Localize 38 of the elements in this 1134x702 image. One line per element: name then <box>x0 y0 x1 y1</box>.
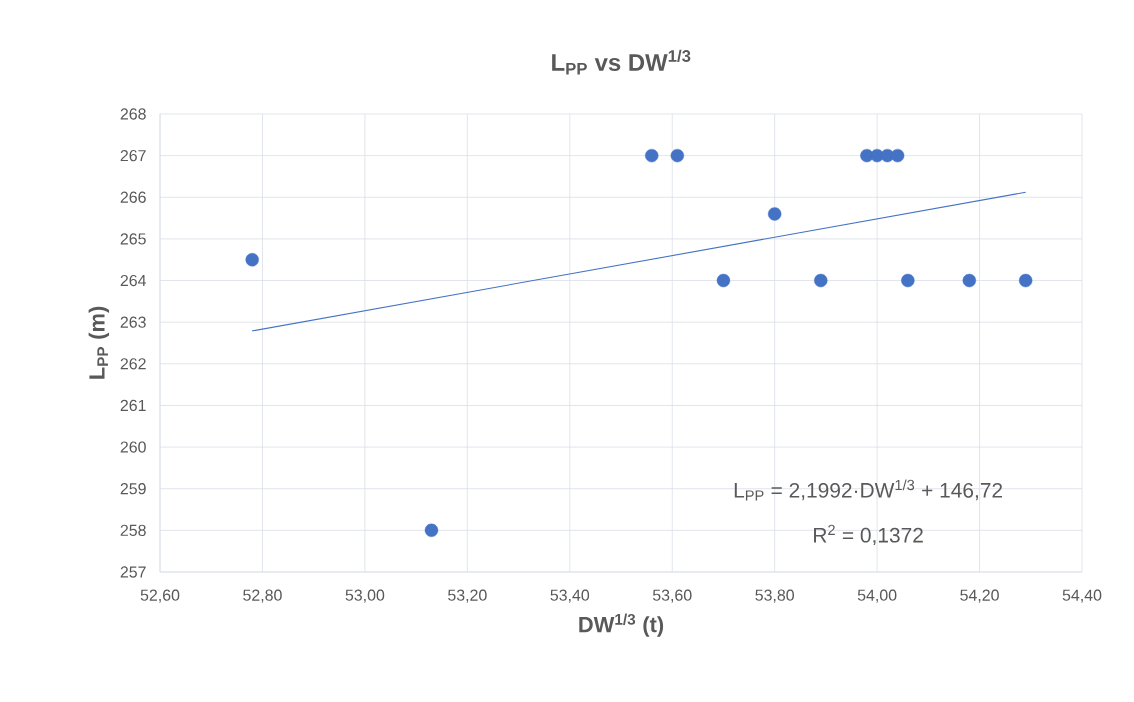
y-tick-label: 264 <box>120 274 147 287</box>
chart-title: L$_{PP}$ vs DW$^{1/3}$ <box>552 49 691 75</box>
x-axis-title: DW$^{1/3}$ (t) <box>579 613 664 637</box>
point <box>890 148 905 163</box>
point <box>768 207 782 221</box>
x-tick-label: 53,00 <box>345 589 385 603</box>
y-tick-label: 262 <box>120 358 146 370</box>
y-tick-label: 260 <box>120 441 146 453</box>
annotation: R$^{2}$ = 0,1372 <box>814 524 923 546</box>
y-axis-title: L$_{PP}$ (m) <box>88 306 110 379</box>
y-tick-label: 261 <box>120 399 146 412</box>
y-tick-label: 257 <box>120 566 146 578</box>
x-tick-label: 54,20 <box>960 589 999 603</box>
point <box>716 273 731 288</box>
x-tick-label: 52,60 <box>140 589 180 603</box>
point <box>245 253 259 267</box>
x-tick-label: 53,40 <box>550 589 590 603</box>
point <box>670 148 685 163</box>
point <box>901 273 915 288</box>
x-tick-label: 52,80 <box>243 589 282 603</box>
point <box>962 273 976 288</box>
x-tick-label: 54,40 <box>1062 589 1102 603</box>
annotation: L$_{PP}$ = 2,1992·DW$^{1/3}$ + 146,72 <box>734 479 1003 501</box>
point <box>424 523 439 538</box>
y-tick-label: 258 <box>120 524 146 536</box>
y-tick-label: 267 <box>120 149 146 162</box>
x-tick-label: 54,00 <box>857 589 897 603</box>
x-tick-label: 53,80 <box>755 589 794 603</box>
y-tick-label: 268 <box>120 108 146 120</box>
x-tick-label: 53,60 <box>652 589 692 603</box>
y-tick-label: 266 <box>120 191 146 203</box>
y-tick-label: 259 <box>120 483 146 495</box>
x-tick-label: 53,20 <box>448 589 487 603</box>
point <box>1018 273 1033 288</box>
point <box>645 148 659 163</box>
y-tick-label: 265 <box>120 233 146 245</box>
y-tick-label: 263 <box>120 316 146 328</box>
point <box>814 273 828 288</box>
